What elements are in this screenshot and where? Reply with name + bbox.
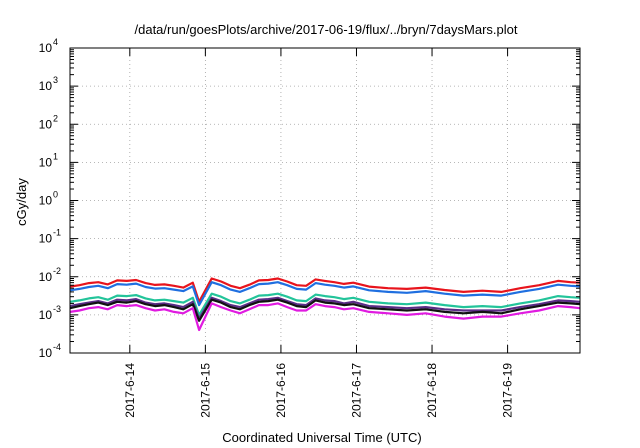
- y-tick-exponent: -4: [53, 342, 61, 352]
- y-tick-exponent: 1: [53, 151, 58, 161]
- series-layer: [69, 277, 581, 332]
- y-tick-exponent: 2: [53, 113, 58, 123]
- y-tick-label: 10: [39, 270, 53, 284]
- y-tick-exponent: 4: [53, 37, 58, 47]
- x-tick-label: 2017-6-15: [198, 363, 212, 418]
- y-tick-exponent: -1: [53, 228, 61, 238]
- series-line: [69, 277, 581, 303]
- y-tick-label: 10: [39, 346, 53, 360]
- y-tick-exponent: -2: [53, 266, 61, 276]
- x-tick-label: 2017-6-18: [425, 363, 439, 418]
- x-tick-label: 2017-6-16: [274, 363, 288, 418]
- y-tick-label: 10: [39, 117, 53, 131]
- y-tick-exponent: -3: [53, 304, 61, 314]
- series-line: [69, 296, 581, 320]
- y-tick-label: 10: [39, 155, 53, 169]
- series-line: [69, 298, 581, 322]
- series-line: [69, 292, 581, 316]
- y-tick-label: 10: [39, 194, 53, 208]
- y-tick-label: 10: [39, 79, 53, 93]
- series-line: [69, 281, 581, 307]
- y-tick-exponent: 0: [53, 190, 58, 200]
- y-tick-label: 10: [39, 41, 53, 55]
- y-axis-label: cGy/day: [14, 178, 29, 226]
- grid: [70, 48, 580, 353]
- y-tick-exponent: 3: [53, 75, 58, 85]
- series-line: [69, 302, 581, 332]
- y-tick-label: 10: [39, 308, 53, 322]
- chart-title: /data/run/goesPlots/archive/2017-06-19/f…: [135, 22, 518, 37]
- y-tick-label: 10: [39, 232, 53, 246]
- x-tick-label: 2017-6-19: [501, 363, 515, 418]
- x-axis-label: Coordinated Universal Time (UTC): [222, 430, 421, 445]
- x-tick-label: 2017-6-17: [349, 363, 363, 418]
- x-tick-label: 2017-6-14: [123, 363, 137, 418]
